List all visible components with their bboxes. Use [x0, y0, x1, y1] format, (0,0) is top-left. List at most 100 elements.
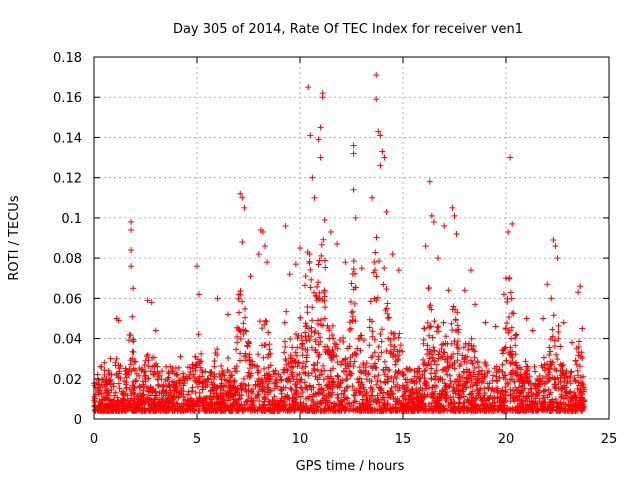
data-point — [427, 323, 434, 330]
data-point — [338, 361, 345, 368]
data-point — [326, 327, 333, 334]
data-point — [344, 395, 351, 402]
data-point — [453, 230, 460, 237]
data-point — [321, 315, 328, 322]
data-point — [395, 267, 402, 274]
data-point — [573, 361, 580, 368]
data-point — [554, 255, 561, 262]
data-point — [126, 386, 133, 393]
data-point — [133, 377, 140, 384]
data-point — [302, 363, 309, 370]
data-point — [359, 391, 366, 398]
data-point — [342, 388, 349, 395]
y-tick-label: 0.06 — [53, 292, 82, 307]
data-point — [358, 369, 365, 376]
data-point — [214, 352, 221, 359]
data-point — [363, 401, 370, 408]
data-point — [347, 298, 354, 305]
data-point — [159, 368, 166, 375]
data-point — [375, 372, 382, 379]
data-point — [392, 361, 399, 368]
x-tick-label: 15 — [395, 432, 412, 447]
data-point — [572, 357, 579, 364]
data-point — [467, 357, 474, 364]
data-point — [245, 369, 252, 376]
data-point — [261, 383, 268, 390]
data-point — [163, 383, 170, 390]
data-point — [576, 338, 583, 345]
data-point — [373, 273, 380, 280]
data-point — [467, 267, 474, 274]
data-point — [155, 382, 162, 389]
data-point — [430, 218, 437, 225]
data-point — [380, 281, 387, 288]
data-point — [499, 369, 506, 376]
data-point — [152, 327, 159, 334]
data-point — [237, 287, 244, 294]
data-point — [281, 338, 288, 345]
data-point — [454, 357, 461, 364]
data-point — [383, 305, 390, 312]
data-point — [234, 339, 241, 346]
plot-frame — [93, 56, 610, 420]
x-tick-label: 0 — [90, 432, 98, 447]
data-point — [575, 289, 582, 296]
data-point — [199, 373, 206, 380]
data-point — [444, 371, 451, 378]
data-point — [242, 406, 249, 413]
data-point — [352, 350, 359, 357]
data-point — [302, 273, 309, 280]
data-point — [575, 352, 582, 359]
data-point — [503, 275, 509, 282]
data-point — [110, 380, 117, 387]
data-point — [204, 381, 211, 388]
data-point — [329, 331, 336, 338]
data-point — [421, 375, 428, 382]
data-point — [112, 389, 119, 396]
data-point — [315, 330, 322, 337]
y-tick-label: 0.08 — [53, 252, 82, 267]
data-point — [540, 315, 547, 322]
data-point — [366, 342, 373, 349]
data-point — [266, 346, 273, 353]
data-point — [406, 366, 413, 373]
data-point — [133, 370, 140, 377]
data-point — [136, 384, 143, 391]
data-point — [353, 387, 360, 394]
data-point — [262, 317, 269, 324]
data-point — [514, 365, 521, 372]
data-point — [567, 388, 574, 395]
data-point — [456, 395, 463, 402]
data-point — [242, 305, 249, 312]
data-point — [451, 212, 458, 219]
data-point — [507, 350, 514, 357]
data-point — [216, 370, 223, 377]
data-point — [551, 365, 558, 372]
data-point — [440, 319, 447, 326]
data-point — [442, 333, 449, 340]
data-point — [449, 204, 456, 211]
data-point — [318, 241, 325, 248]
data-point — [113, 355, 120, 362]
data-point — [144, 351, 151, 358]
data-point — [122, 381, 129, 388]
data-point — [550, 237, 557, 244]
data-point — [431, 318, 438, 325]
data-point — [265, 329, 272, 336]
data-point — [506, 275, 513, 282]
data-point — [351, 300, 358, 307]
data-point — [239, 298, 246, 305]
data-point — [328, 389, 335, 396]
data-point — [236, 357, 243, 364]
data-point — [299, 352, 306, 359]
data-point — [554, 400, 561, 407]
data-point — [385, 315, 392, 322]
data-point — [344, 375, 351, 382]
data-point — [454, 322, 461, 329]
data-point — [499, 361, 506, 368]
x-tick-label: 10 — [292, 432, 309, 447]
data-point — [549, 326, 556, 333]
data-point — [353, 351, 360, 358]
data-point — [304, 303, 311, 310]
data-point — [294, 344, 301, 351]
